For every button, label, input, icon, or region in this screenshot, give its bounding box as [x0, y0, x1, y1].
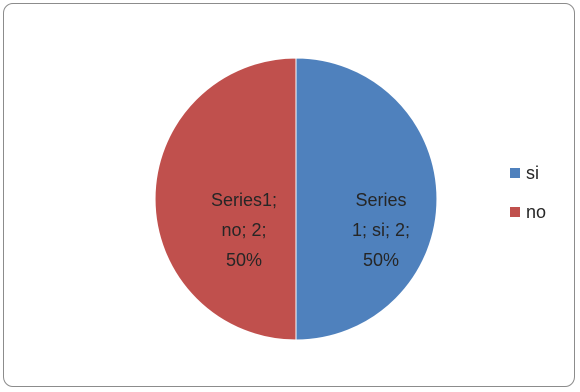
legend-swatch-si [510, 168, 520, 178]
data-label-si: Series 1; si; 2; 50% [351, 190, 411, 270]
legend-item-no: no [510, 202, 546, 222]
pie-slice-no [154, 57, 297, 341]
legend-label-si: si [526, 162, 539, 183]
legend-label-no: no [526, 201, 547, 222]
data-label-no: Series1; no; 2; 50% [210, 190, 278, 270]
legend-item-si: si [510, 163, 546, 183]
legend-swatch-no [510, 207, 520, 217]
legend: si no [510, 163, 546, 241]
pie-slice-si [295, 57, 438, 341]
